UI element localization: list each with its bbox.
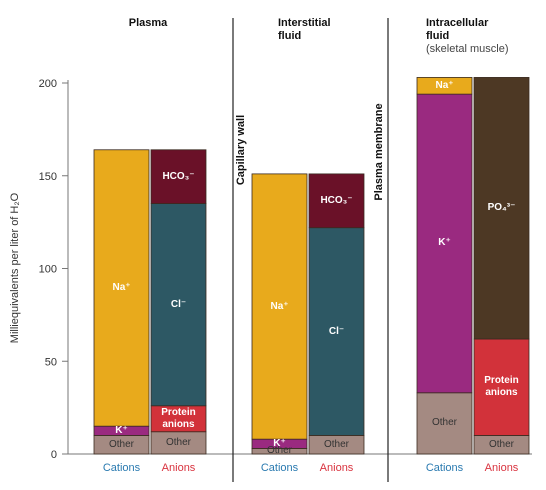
panel-title: Plasma [129, 17, 168, 29]
bar-segment [93, 149, 150, 427]
divider-label: Plasma membrane [373, 103, 385, 200]
bar-segment [473, 435, 530, 455]
category-label: Cations [426, 462, 464, 474]
bar-segment [416, 93, 473, 394]
bar-segment [416, 392, 473, 455]
panel-title: fluid [278, 30, 301, 42]
category-label: Anions [485, 462, 519, 474]
y-tick-label: 200 [39, 78, 57, 90]
bar-segment [308, 227, 365, 436]
panel-title: fluid [426, 30, 449, 42]
bar-segment [251, 438, 308, 449]
y-tick-label: 150 [39, 171, 57, 183]
panel-title: Interstitial [278, 17, 331, 29]
category-label: Anions [320, 462, 354, 474]
bar-segment [150, 203, 207, 407]
bar-segment [473, 77, 530, 340]
bar-segment [251, 448, 308, 455]
bar-segment [308, 173, 365, 229]
category-label: Anions [162, 462, 196, 474]
bar-segment [308, 435, 365, 455]
bar-segment [251, 173, 308, 440]
bar-segment [473, 338, 530, 436]
bar-segment [150, 431, 207, 455]
y-tick-label: 0 [51, 449, 57, 461]
panel-title: Intracellular [426, 17, 489, 29]
category-label: Cations [103, 462, 141, 474]
category-label: Cations [261, 462, 299, 474]
panel-subtitle: (skeletal muscle) [426, 43, 509, 55]
y-tick-label: 50 [45, 356, 57, 368]
bar-segment [93, 425, 150, 436]
y-tick-label: 100 [39, 264, 57, 276]
y-axis-label: Milliequivalents per liter of H₂O [9, 192, 21, 343]
bar-segment [150, 405, 207, 433]
bar-segment [416, 77, 473, 95]
bar-segment [150, 149, 207, 204]
bar-segment [93, 435, 150, 455]
divider-label: Capillary wall [235, 115, 247, 185]
